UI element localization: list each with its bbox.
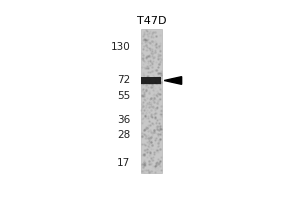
Text: 72: 72 [117,75,130,85]
Text: T47D: T47D [137,16,166,26]
Text: 36: 36 [117,115,130,125]
Text: 17: 17 [117,158,130,168]
Text: 130: 130 [111,42,130,52]
Bar [141,77,161,84]
Bar [141,29,162,173]
Polygon shape [164,77,182,84]
Bar [141,84,161,85]
Text: 28: 28 [117,130,130,140]
Text: 55: 55 [117,91,130,101]
